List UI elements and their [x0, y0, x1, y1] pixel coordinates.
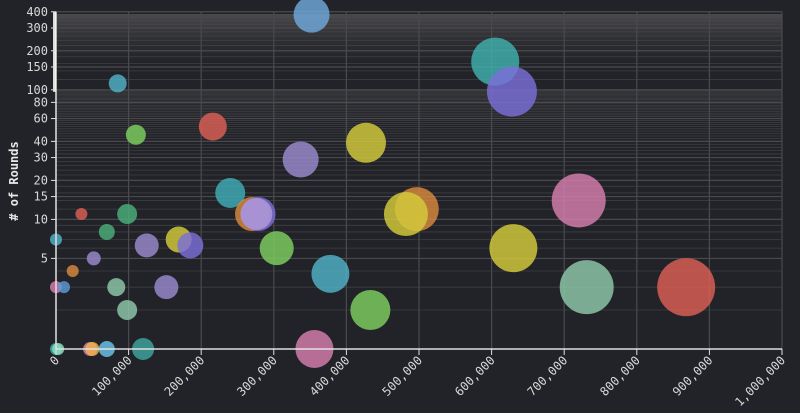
bubble[interactable] — [311, 254, 350, 293]
bubble[interactable] — [551, 173, 606, 228]
y-axis-dense-ticks — [53, 11, 56, 92]
bubble[interactable] — [66, 264, 79, 277]
y-tick-label: 5 — [41, 251, 48, 265]
bubble[interactable] — [215, 177, 246, 208]
bubble[interactable] — [559, 260, 614, 315]
bubble[interactable] — [117, 299, 138, 320]
x-tick-label: 0 — [47, 353, 62, 368]
bubble-series — [50, 0, 716, 368]
bubble[interactable] — [383, 192, 428, 237]
x-tick-label: 200,000 — [162, 353, 208, 399]
x-tick-label: 500,000 — [379, 353, 425, 399]
bubble[interactable] — [98, 223, 115, 240]
x-tick-label: 600,000 — [452, 353, 498, 399]
bubble[interactable] — [86, 251, 101, 266]
bubble[interactable] — [198, 112, 227, 141]
x-tick-label: 1,000,000 — [732, 353, 788, 409]
y-tick-label: 60 — [34, 112, 48, 126]
y-tick-label: 400 — [26, 5, 48, 19]
bubble[interactable] — [293, 0, 330, 33]
bubble[interactable] — [154, 275, 179, 300]
x-tick-label: 800,000 — [597, 353, 643, 399]
bubble[interactable] — [259, 231, 294, 266]
x-tick-label: 300,000 — [234, 353, 280, 399]
x-tick-label: 900,000 — [670, 353, 716, 399]
y-axis-title: # of Rounds — [7, 141, 21, 220]
bubble[interactable] — [107, 278, 126, 297]
bubble[interactable] — [177, 232, 204, 259]
bubble[interactable] — [75, 208, 88, 221]
y-tick-label: 100 — [26, 83, 48, 97]
bubble[interactable] — [486, 66, 537, 117]
bubble[interactable] — [125, 124, 146, 145]
bubble[interactable] — [282, 141, 319, 178]
bubble[interactable] — [489, 224, 538, 273]
bubble[interactable] — [657, 258, 716, 317]
bubble[interactable] — [240, 198, 273, 231]
x-tick-label: 100,000 — [89, 353, 135, 399]
y-tick-label: 150 — [26, 60, 48, 74]
bubble[interactable] — [108, 74, 127, 93]
bubble[interactable] — [134, 233, 159, 258]
bubble[interactable] — [57, 281, 70, 294]
y-tick-label: 200 — [26, 44, 48, 58]
y-tick-label: 15 — [34, 190, 48, 204]
y-tick-label: 40 — [34, 134, 48, 148]
bubble[interactable] — [117, 204, 138, 225]
x-tick-label: 700,000 — [525, 353, 571, 399]
y-tick-label: 80 — [34, 95, 48, 109]
bubble[interactable] — [346, 122, 387, 163]
y-tick-label: 20 — [34, 173, 48, 187]
y-tick-label: 10 — [34, 212, 48, 226]
y-tick-label: 300 — [26, 21, 48, 35]
y-tick-label: 30 — [34, 151, 48, 165]
bubble[interactable] — [350, 289, 391, 330]
